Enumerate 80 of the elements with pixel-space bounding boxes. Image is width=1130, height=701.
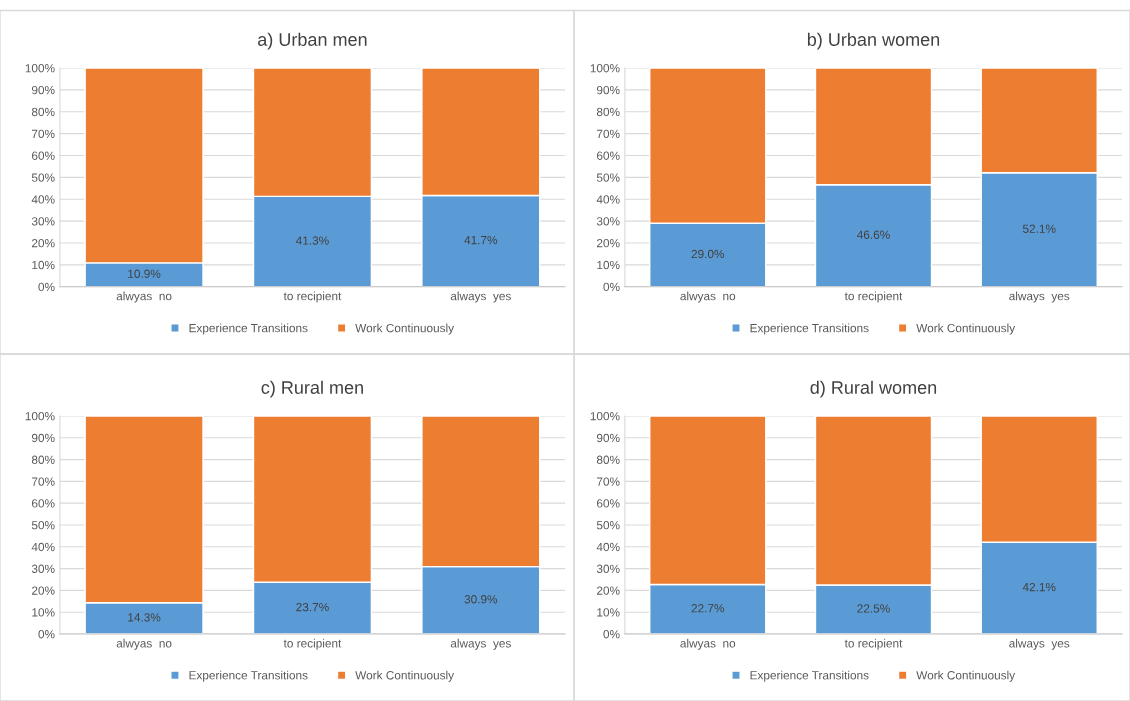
y-tick-label: 70% [597, 129, 620, 138]
x-tick-label: always yes [1009, 638, 1070, 650]
x-tick-label: always yes [450, 638, 511, 650]
y-tick-label: 10% [597, 608, 620, 617]
y-tick-label: 80% [31, 455, 55, 464]
y-tick-label: 70% [32, 477, 55, 486]
x-tick-label: to recipient [844, 291, 903, 303]
y-tick-label: 90% [596, 433, 620, 443]
y-tick-label: 50% [596, 173, 620, 182]
data-label: 23.7% [296, 602, 329, 612]
y-tick-label: 80% [596, 455, 620, 464]
legend-label: Experience Transitions [189, 670, 308, 682]
y-tick-label: 0% [38, 282, 55, 292]
legend-label: Work Continuously [916, 323, 1016, 335]
y-tick-label: 50% [31, 173, 55, 182]
y-tick-label: 100% [590, 64, 620, 73]
y-tick-label: 40% [596, 542, 620, 552]
data-label: 30.9% [464, 595, 498, 604]
y-tick-label: 100% [25, 412, 55, 421]
data-label: 22.7% [691, 604, 725, 613]
data-label: 42.1% [1022, 582, 1056, 592]
y-tick-label: 80% [596, 107, 620, 117]
y-tick-label: 60% [32, 499, 55, 508]
x-tick-label: always yes [450, 291, 511, 303]
legend-label: Experience Transitions [750, 323, 869, 335]
x-tick-label: to recipient [844, 638, 903, 650]
y-tick-label: 30% [31, 217, 55, 226]
data-label: 41.7% [464, 235, 498, 245]
chart-title: d) Rural women [810, 380, 937, 398]
data-label: 10.9% [128, 269, 161, 278]
legend-label: Work Continuously [916, 670, 1016, 682]
y-tick-label: 90% [596, 85, 620, 95]
data-label: 52.1% [1022, 224, 1056, 233]
legend-label: Work Continuously [355, 670, 455, 682]
y-tick-label: 40% [596, 195, 620, 204]
y-tick-label: 20% [597, 586, 620, 595]
y-tick-label: 40% [31, 542, 55, 552]
y-tick-label: 80% [31, 107, 55, 117]
x-tick-label: always yes [1009, 291, 1070, 303]
y-tick-label: 90% [31, 433, 55, 443]
x-tick-label: alwyas no [680, 638, 736, 650]
x-tick-label: alwyas no [116, 638, 172, 650]
legend-label: Work Continuously [355, 323, 455, 335]
y-tick-label: 0% [603, 630, 620, 639]
y-tick-label: 60% [597, 499, 620, 508]
y-tick-label: 60% [597, 151, 620, 160]
y-tick-label: 20% [597, 239, 620, 248]
y-tick-label: 10% [32, 260, 55, 270]
chart-title: c) Rural men [261, 380, 363, 398]
data-label: 41.3% [295, 236, 329, 245]
y-tick-label: 30% [596, 217, 620, 226]
x-tick-label: to recipient [283, 638, 342, 650]
y-tick-label: 50% [31, 521, 55, 530]
y-tick-label: 90% [31, 85, 55, 95]
y-tick-label: 100% [25, 64, 55, 73]
y-tick-label: 0% [603, 282, 620, 292]
x-tick-label: to recipient [283, 291, 342, 303]
legend-label: Experience Transitions [189, 323, 308, 335]
y-tick-label: 0% [38, 630, 55, 639]
y-tick-label: 20% [32, 239, 55, 248]
data-label: 22.5% [857, 604, 890, 613]
y-tick-label: 70% [597, 477, 620, 486]
chart-title: a) Urban men [258, 32, 367, 50]
y-tick-label: 60% [32, 151, 55, 160]
y-tick-label: 30% [31, 564, 55, 573]
y-tick-label: 40% [31, 195, 55, 204]
y-tick-label: 30% [596, 564, 620, 573]
y-tick-label: 10% [597, 260, 620, 270]
chart-title: b) Urban women [807, 32, 940, 50]
data-label: 29.0% [691, 249, 725, 259]
data-label: 14.3% [128, 613, 161, 622]
x-tick-label: alwyas no [680, 291, 736, 303]
y-tick-label: 50% [596, 521, 620, 530]
legend-label: Experience Transitions [750, 670, 869, 682]
y-tick-label: 10% [32, 608, 55, 617]
y-tick-label: 100% [590, 412, 620, 421]
y-tick-label: 70% [32, 129, 55, 138]
x-tick-label: alwyas no [116, 291, 172, 303]
y-tick-label: 20% [32, 586, 55, 595]
data-label: 46.6% [857, 230, 890, 239]
